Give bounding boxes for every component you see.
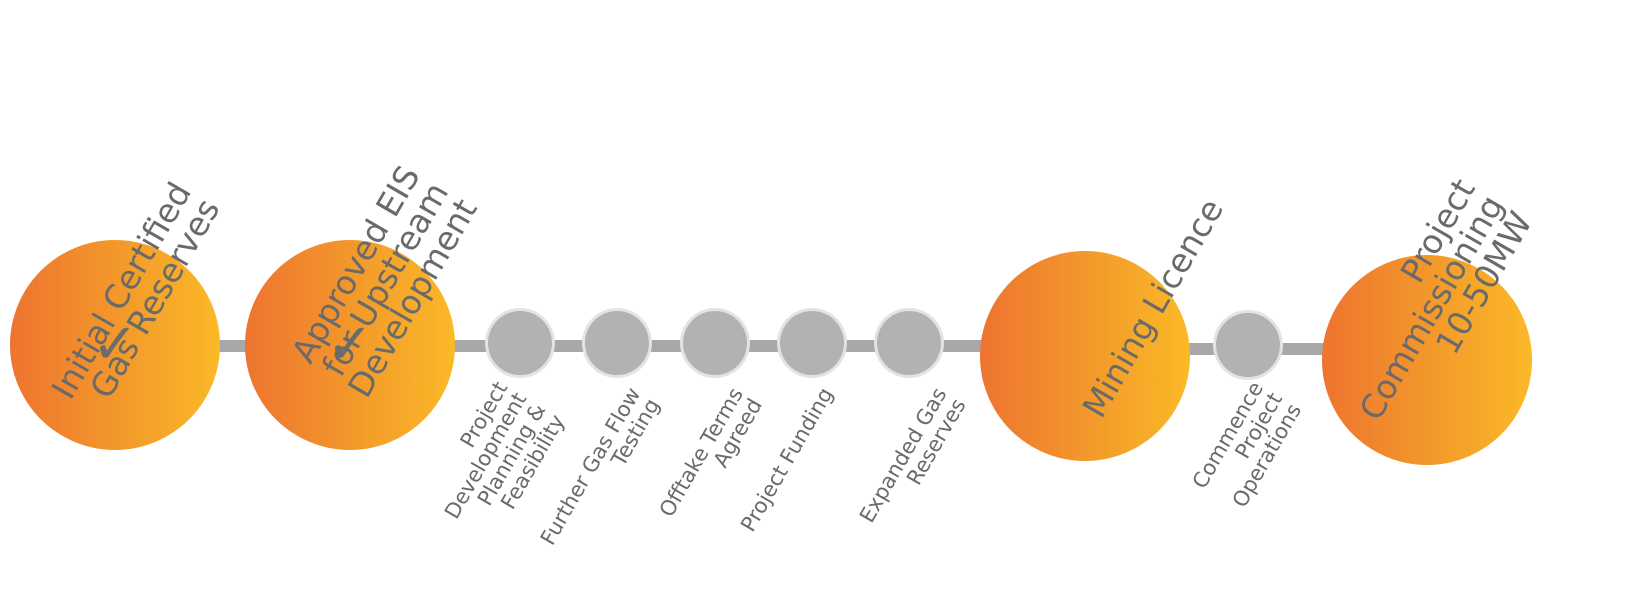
milestone-approved-eis: ✓ [245, 240, 455, 450]
milestone-project-commissioning [1322, 255, 1532, 465]
step-label: Commence Project Operations [1187, 377, 1307, 512]
check-icon: ✓ [326, 312, 374, 377]
step-node [585, 311, 649, 375]
step-label: Further Gas Flow Testing [535, 383, 665, 550]
milestone-initial-certified-gas-reserves: ✓ [10, 240, 220, 450]
step-node [780, 311, 844, 375]
step-node [683, 311, 747, 375]
step-node [877, 311, 941, 375]
step-node [1216, 313, 1280, 377]
step-label: Expanded Gas Reserves [855, 383, 972, 527]
check-icon: ✓ [91, 312, 139, 377]
step-node [488, 311, 552, 375]
milestone-mining-licence [980, 251, 1190, 461]
